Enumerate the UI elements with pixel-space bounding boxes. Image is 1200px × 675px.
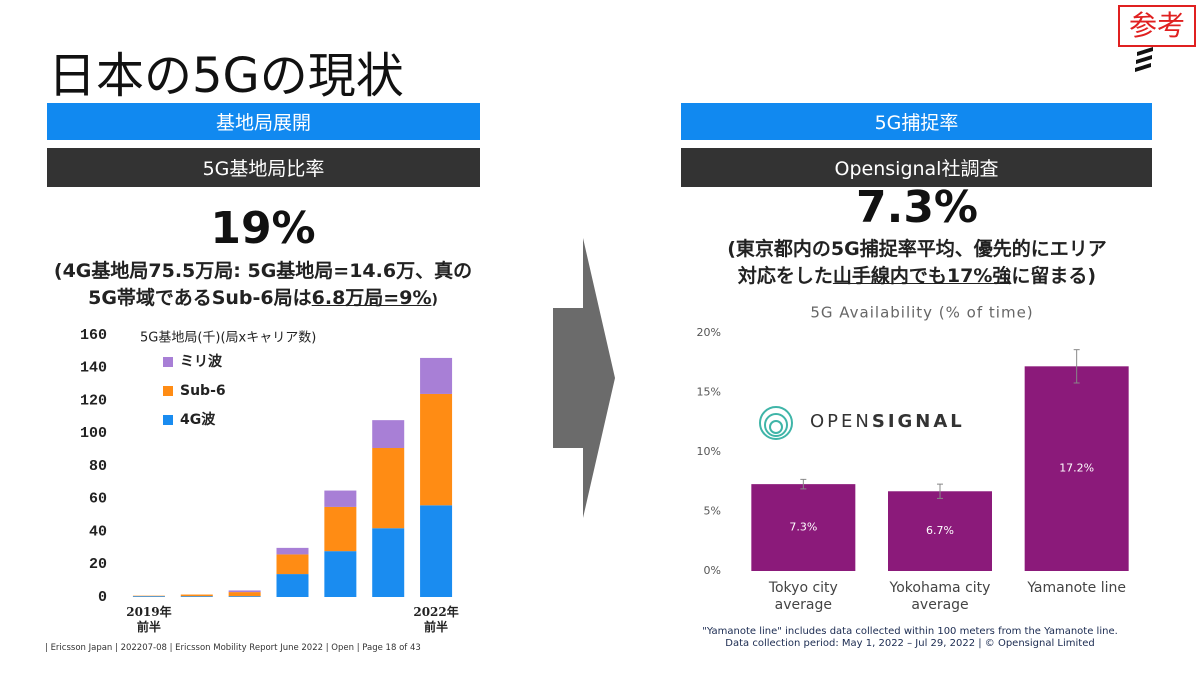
badge: 参考: [1118, 5, 1196, 47]
headline: 7.3%: [855, 182, 979, 233]
logo-text: SIGNAL: [871, 411, 965, 432]
y-tick-label: 10%: [697, 445, 721, 458]
value-label: 7.3%: [789, 521, 817, 534]
x-tick-label: Tokyo city average: [768, 580, 838, 613]
ericsson-logo: [1135, 47, 1153, 72]
bar-segment: [180, 594, 213, 597]
x-tick-label: 2019年 前半: [126, 605, 172, 634]
y-tick-label: 5%: [704, 505, 721, 518]
y-tick-label: 160: [80, 327, 107, 344]
headline: 19%: [210, 203, 316, 254]
note-text: ): [431, 292, 438, 308]
value-label: 17.2%: [1059, 462, 1094, 475]
legend-label: 4G波: [180, 411, 216, 428]
bar-segment: [372, 447, 405, 529]
y-tick-label: 100: [80, 425, 107, 442]
logo-text: OPEN: [810, 411, 872, 432]
x-tick-label: 2022年 前半: [413, 605, 459, 634]
opensignal-logo: OPENSIGNAL: [810, 411, 965, 432]
legend-swatch: [163, 357, 173, 367]
note-text: 山手線内でも17%強: [832, 265, 1012, 287]
legend-label: ミリ波: [180, 353, 223, 370]
bar-segment: [276, 574, 309, 597]
y-tick-label: 0: [98, 589, 107, 606]
chart-title: 5G Availability (% of time): [810, 304, 1033, 322]
note: (4G基地局75.5万局: 5G基地局=14.6万、真の 5G帯域であるSub-…: [13, 258, 513, 314]
y-tick-label: 80: [89, 458, 107, 475]
bar-segment: [420, 393, 453, 506]
bar-segment: [372, 420, 405, 448]
y-tick-label: 60: [89, 491, 107, 508]
footnotes: "Yamanote line" includes data collected …: [640, 626, 1180, 650]
bar-segment: [228, 590, 261, 593]
arrow: [553, 238, 615, 518]
bar-segment: [420, 505, 453, 597]
bar-segment: [324, 506, 357, 552]
footnote: "Yamanote line" includes data collected …: [702, 626, 1118, 637]
y-tick-label: 20: [89, 556, 107, 573]
bar-segment: [276, 547, 309, 555]
section-band: 5G基地局比率: [47, 148, 480, 187]
note-text: (東京都内の5G捕捉率平均、優先的にエリア: [727, 238, 1107, 260]
bar-segment: [324, 490, 357, 507]
note-text: 対応をした: [737, 265, 833, 287]
x-tick-label: Yokohama city average: [889, 580, 991, 613]
note-text: 5G帯域であるSub-6局は: [88, 287, 312, 309]
note: (東京都内の5G捕捉率平均、優先的にエリア 対応をした山手線内でも17%強に留ま…: [667, 236, 1167, 290]
chart-title: 5G基地局(千)(局xキャリア数): [140, 331, 316, 346]
y-tick-label: 40: [89, 523, 107, 540]
bar-segment: [276, 554, 309, 575]
bar-segment: [132, 596, 165, 597]
footnote: Data collection period: May 1, 2022 – Ju…: [725, 638, 1095, 649]
bar-segment: [228, 596, 261, 597]
note-text: 6.8万局=9%: [311, 287, 432, 309]
y-tick-label: 140: [80, 360, 107, 377]
bar: [751, 484, 856, 571]
y-tick-label: 20%: [697, 326, 721, 339]
x-tick-label: Yamanote line: [1027, 580, 1126, 596]
page-title: 日本の5Gの現状: [48, 48, 404, 104]
bar-segment: [372, 528, 405, 597]
bar: [1024, 366, 1129, 571]
bar-segment: [420, 357, 453, 394]
value-label: 6.7%: [926, 524, 954, 537]
y-tick-label: 120: [80, 392, 107, 409]
bar-segment: [180, 596, 213, 597]
legend-swatch: [163, 415, 173, 425]
opensignal-icon: [759, 406, 793, 440]
y-tick-label: 0%: [704, 564, 721, 577]
y-tick-label: 15%: [697, 386, 721, 399]
legend-label: Sub-6: [180, 383, 226, 399]
legend-swatch: [163, 386, 173, 396]
note-text: に留まる): [1011, 265, 1097, 287]
bar-segment: [324, 551, 357, 597]
section-band: 基地局展開: [47, 103, 480, 140]
section-band: 5G捕捉率: [681, 103, 1152, 140]
section-band: Opensignal社調査: [681, 148, 1152, 187]
note-text: (4G基地局75.5万局: 5G基地局=14.6万、真の: [53, 260, 473, 282]
bar-segment: [228, 592, 261, 597]
footer: | Ericsson Japan | 202207-08 | Ericsson …: [45, 643, 421, 653]
bar: [888, 491, 992, 571]
